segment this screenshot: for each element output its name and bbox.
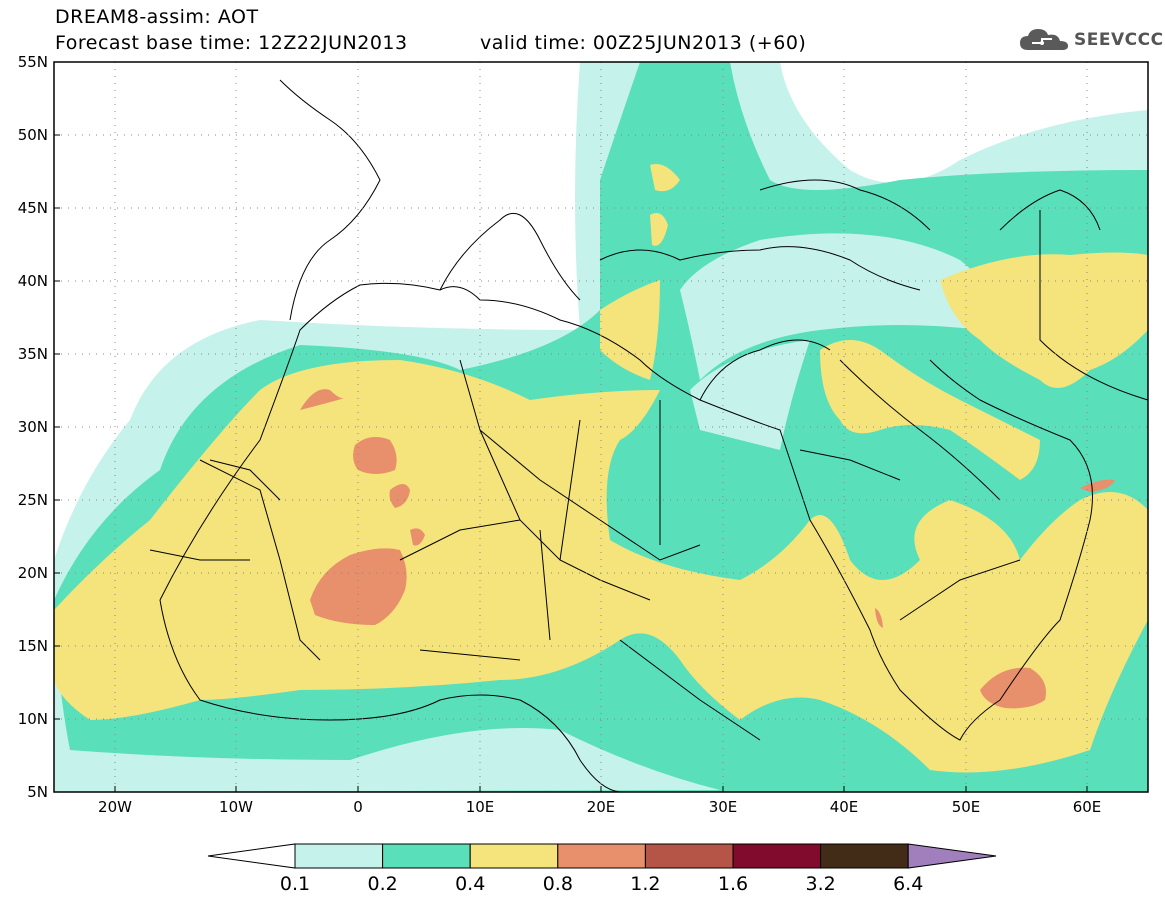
lat-labels: 55N 50N 45N 40N 35N 30N 25N 20N 15N 10N … [18,53,48,801]
lon-label: 30E [709,798,738,816]
forecast-base-time: Forecast base time: 12Z22JUN2013 [55,32,408,54]
graticule [54,62,1148,792]
lat-label: 40N [18,272,48,290]
colorbar-label: 1.6 [718,873,748,895]
colorbar-label: 6.4 [893,873,923,895]
colorbar-label: 3.2 [805,873,835,895]
lon-label: 40E [830,798,859,816]
lat-label: 5N [27,783,48,801]
colorbar-label: 0.2 [367,873,397,895]
lat-label: 30N [18,418,48,436]
lon-label: 20E [587,798,616,816]
colorbar-segment [820,843,909,869]
colorbar-segment [644,843,734,869]
colorbar-labels: 0.1 0.2 0.4 0.8 1.2 1.6 3.2 6.4 [280,873,923,895]
colorbar-label: 0.4 [455,873,485,895]
lon-label: 50E [952,798,981,816]
colorbar-segment [294,843,384,869]
valid-time: valid time: 00Z25JUN2013 (+60) [480,32,807,54]
colorbar-label: 1.2 [630,873,660,895]
colorbar-label: 0.8 [543,873,573,895]
lat-label: 45N [18,199,48,217]
lat-label: 15N [18,637,48,655]
aot-band-0-8 [300,389,1115,709]
lon-label: 20W [98,798,132,816]
map-title: DREAM8-assim: AOT [55,6,259,28]
coastlines [149,79,1149,793]
colorbar: 0.1 0.2 0.4 0.8 1.2 1.6 3.2 6.4 [207,843,997,895]
lat-label: 20N [18,564,48,582]
colorbar-segment [382,843,471,869]
colorbar-segment [732,843,822,869]
lat-label: 35N [18,345,48,363]
colorbar-label: 0.1 [280,873,310,895]
colorbar-segment [469,843,559,869]
lon-label: 60E [1073,798,1102,816]
colorbar-under-arrow [207,843,296,869]
lat-label: 10N [18,710,48,728]
lon-label: 10E [466,798,495,816]
seevccc-logo: SEEVCCC [1018,26,1164,54]
lon-labels: 20W 10W 0 10E 20E 30E 40E 50E 60E [98,798,1101,816]
axis-ticks [54,61,1088,793]
lat-label: 25N [18,491,48,509]
colorbar-segment [557,843,646,869]
lon-label: 0 [353,798,363,816]
cloud-icon [1020,29,1068,50]
lat-label: 50N [18,126,48,144]
colorbar-over-arrow [907,843,997,869]
lat-label: 55N [18,53,48,71]
lon-label: 10W [219,798,253,816]
